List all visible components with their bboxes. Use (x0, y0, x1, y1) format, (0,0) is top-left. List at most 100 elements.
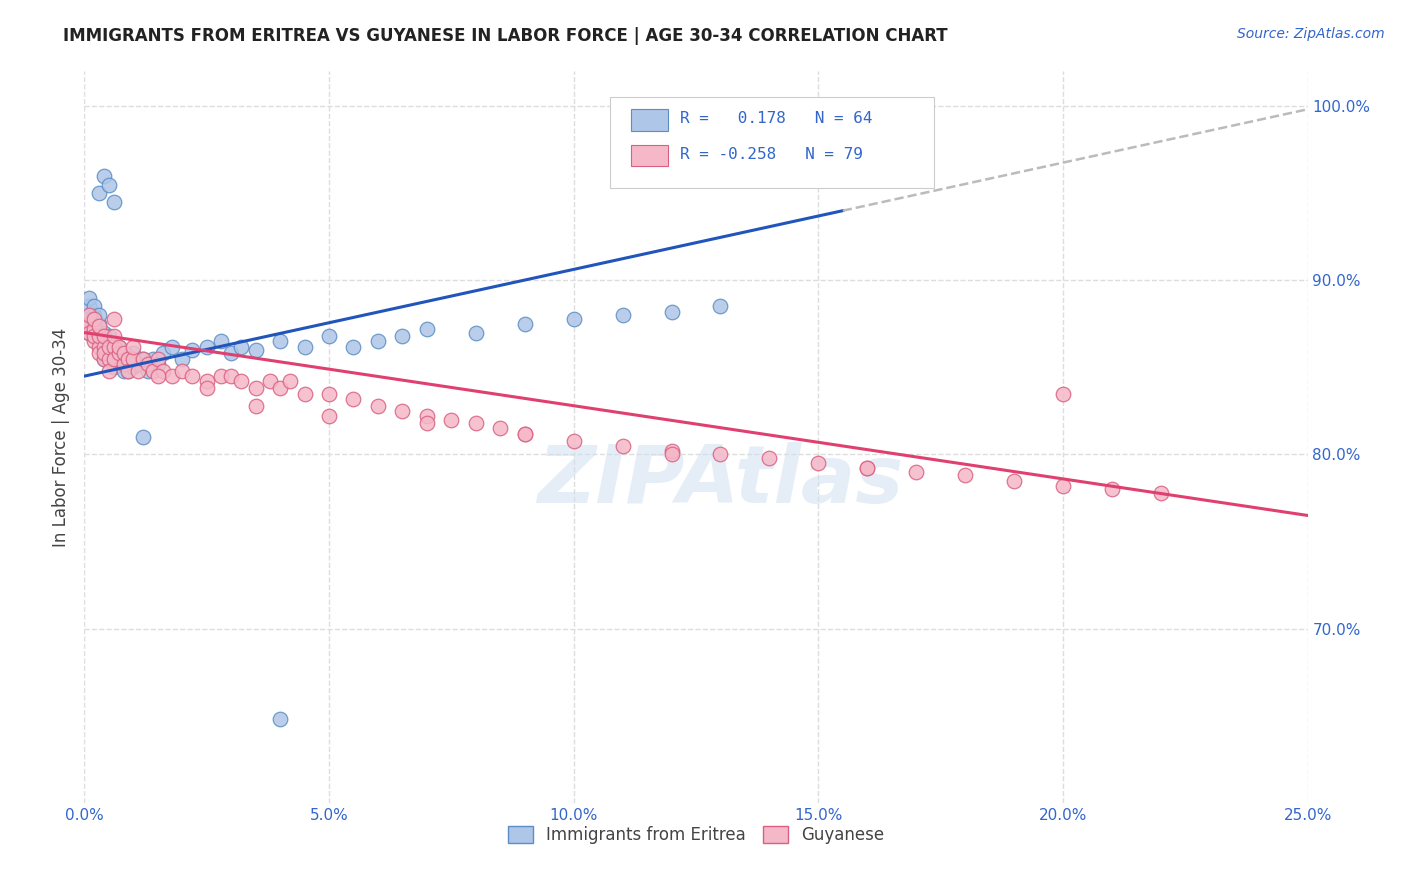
Point (97, 339, 120, 353)
Point (1052, 479, 1074, 493)
Point (112, 357, 135, 371)
Point (87, 308, 110, 322)
Point (367, 399, 389, 413)
Point (661, 444, 683, 458)
Point (269, 712, 291, 726)
Point (318, 409, 340, 424)
Point (146, 351, 169, 366)
Point (612, 308, 634, 322)
Point (117, 364, 139, 378)
Point (77, 326, 100, 340)
Point (87, 326, 110, 340)
Point (93, 339, 115, 353)
Point (209, 369, 232, 384)
Point (136, 364, 159, 378)
Point (416, 409, 439, 424)
Point (87, 318, 110, 333)
Point (127, 357, 149, 371)
Point (97, 364, 120, 378)
Point (87, 334, 110, 349)
Point (83, 334, 105, 349)
Point (107, 346, 129, 360)
Point (103, 351, 125, 366)
Text: IMMIGRANTS FROM ERITREA VS GUYANESE IN LABOR FORCE | AGE 30-34 CORRELATION CHART: IMMIGRANTS FROM ERITREA VS GUYANESE IN L… (63, 27, 948, 45)
Point (77, 317, 100, 331)
FancyBboxPatch shape (610, 97, 935, 188)
Point (661, 304, 683, 318)
Point (97, 178, 120, 192)
Point (367, 334, 389, 349)
Point (77, 291, 100, 305)
Point (661, 448, 683, 462)
Point (83, 322, 105, 336)
Point (162, 369, 184, 384)
Point (83, 329, 105, 343)
Point (83, 308, 105, 322)
Point (77, 308, 100, 322)
Point (93, 329, 115, 343)
Point (229, 339, 252, 353)
Text: Source: ZipAtlas.com: Source: ZipAtlas.com (1237, 27, 1385, 41)
Point (103, 360, 125, 375)
Point (195, 381, 218, 395)
Point (294, 386, 316, 401)
Point (93, 346, 115, 360)
Point (181, 343, 204, 357)
Point (122, 360, 145, 375)
Point (146, 369, 169, 384)
Point (107, 339, 129, 353)
Point (87, 346, 110, 360)
FancyBboxPatch shape (631, 110, 668, 131)
Point (77, 317, 100, 331)
Point (342, 339, 364, 353)
Point (117, 364, 139, 378)
Point (513, 426, 536, 441)
Point (136, 357, 159, 371)
Point (269, 334, 291, 349)
Point (83, 300, 105, 314)
Point (856, 461, 879, 475)
Point (103, 329, 125, 343)
Point (83, 326, 105, 340)
Point (269, 381, 291, 395)
Point (245, 381, 267, 395)
Point (122, 346, 145, 360)
Point (117, 351, 139, 366)
Point (103, 311, 125, 326)
Point (342, 392, 364, 406)
Point (195, 339, 218, 353)
Point (245, 399, 267, 413)
Point (93, 326, 115, 340)
Point (77, 308, 100, 322)
Point (856, 461, 879, 475)
Point (259, 375, 281, 389)
Point (127, 364, 149, 378)
Point (318, 329, 340, 343)
Point (117, 351, 139, 366)
Point (93, 334, 115, 349)
Point (142, 351, 165, 366)
Point (146, 357, 169, 371)
Point (132, 430, 155, 444)
Point (132, 351, 155, 366)
Point (709, 300, 731, 314)
Point (107, 351, 129, 366)
Point (122, 351, 145, 366)
Text: R =   0.178   N = 64: R = 0.178 N = 64 (681, 112, 873, 127)
Point (294, 339, 316, 353)
Point (142, 364, 165, 378)
Point (416, 416, 439, 430)
Point (87, 186, 110, 201)
Point (172, 364, 194, 378)
Point (464, 326, 486, 340)
Point (219, 369, 242, 384)
Point (209, 334, 232, 349)
Point (112, 364, 135, 378)
Point (513, 426, 536, 441)
Point (391, 404, 413, 418)
Point (1002, 474, 1025, 488)
Point (562, 311, 585, 326)
Point (229, 375, 252, 389)
Point (1150, 485, 1173, 500)
Point (107, 339, 129, 353)
